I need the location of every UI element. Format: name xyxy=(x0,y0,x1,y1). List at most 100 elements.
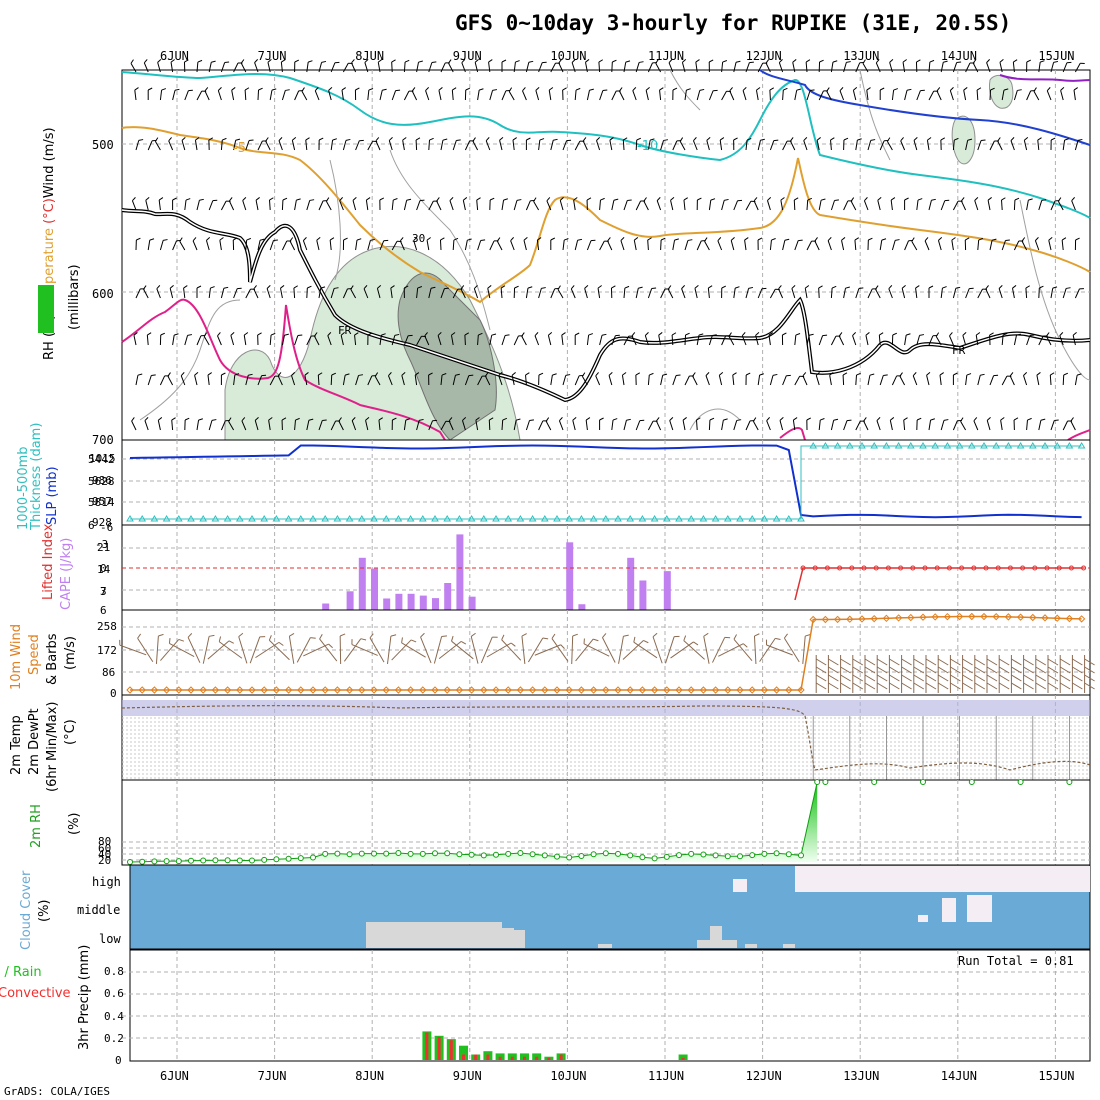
wind-marker xyxy=(321,686,329,694)
li-label: Lifted Index xyxy=(41,523,56,600)
wind-barb xyxy=(877,197,882,211)
wind-barb xyxy=(875,59,881,73)
thickness-marker xyxy=(955,442,964,449)
wind-barb xyxy=(766,196,772,211)
wind-barb xyxy=(157,417,163,431)
wind-marker xyxy=(748,686,756,694)
wind-barb xyxy=(900,137,906,151)
wind-barb xyxy=(1013,89,1022,101)
wind-barb xyxy=(1009,372,1015,386)
surface-barb xyxy=(303,643,333,657)
rh-marker xyxy=(163,858,170,865)
wind-barb xyxy=(146,332,152,346)
thickness-marker xyxy=(223,515,232,522)
wind-barb xyxy=(911,237,918,251)
thickness-marker xyxy=(833,442,842,449)
wind-barb xyxy=(157,58,162,73)
surface-barb xyxy=(601,633,616,663)
surface-barb xyxy=(864,655,876,693)
wind-barb xyxy=(830,418,839,431)
rh-marker xyxy=(615,850,621,857)
thickness-marker xyxy=(626,515,635,522)
wind-barb xyxy=(830,285,837,299)
wind-barb xyxy=(635,286,643,299)
cloud-mid-block-2 xyxy=(967,895,992,922)
surface-barb xyxy=(652,632,663,664)
wind-barb xyxy=(487,285,492,299)
wind-barb xyxy=(557,285,564,299)
precip-tick-0.8: 0.8 xyxy=(104,965,124,978)
wind-barb xyxy=(512,137,517,151)
wind-barb xyxy=(791,284,796,299)
wind-barb xyxy=(562,139,572,151)
rh-marker xyxy=(737,853,743,860)
wind-barb xyxy=(475,417,480,431)
bottom-date-axis: 6JUN 7JUN 8JUN 9JUN 10JUN 11JUN 12JUN 13JUN 14JU… xyxy=(160,1069,1075,1083)
wind-barb xyxy=(377,59,383,73)
surface-barb xyxy=(386,634,397,664)
wind-barb xyxy=(305,137,310,151)
cape-bar xyxy=(432,598,439,610)
wind-barb xyxy=(525,137,531,150)
wind-barb xyxy=(1062,287,1071,299)
wind-barb xyxy=(231,87,236,101)
wind-barb xyxy=(196,418,203,431)
wind-barb xyxy=(1021,237,1028,251)
wind-barb xyxy=(513,285,519,299)
wind-barb xyxy=(681,285,686,299)
wind-barb xyxy=(351,59,357,73)
wind-barb xyxy=(974,196,979,211)
wind-barb xyxy=(484,372,491,386)
wind-barb xyxy=(143,285,149,299)
rh-tick-20: 20 xyxy=(98,854,111,867)
wind-barb xyxy=(314,332,320,346)
wind-barb xyxy=(1046,87,1052,101)
top-date-label: 14JUN xyxy=(941,49,977,63)
rh-marker xyxy=(310,854,316,861)
thickness-marker xyxy=(1077,442,1086,449)
gray-contour-2 xyxy=(329,159,341,281)
cape-bar xyxy=(566,542,574,610)
wind-barb xyxy=(850,197,857,211)
rh-marker xyxy=(785,851,792,858)
wind-barb xyxy=(184,417,190,431)
wind-barb xyxy=(135,237,141,251)
thick-label-2: Thickness (dam) xyxy=(29,423,44,531)
rh-marker xyxy=(383,850,390,857)
wind-marker xyxy=(358,686,366,694)
wind-barb xyxy=(672,87,678,101)
wind-barb xyxy=(904,333,911,346)
rh-label-swatch xyxy=(38,285,54,333)
thickness-marker xyxy=(187,515,195,522)
wind-barb xyxy=(718,372,724,386)
wind-barb xyxy=(913,136,918,151)
wind-barb xyxy=(147,374,156,386)
slp-tick-957: 957 xyxy=(92,495,112,508)
wind-barb xyxy=(998,284,1003,299)
wind-barb xyxy=(192,237,198,251)
wind-barb xyxy=(131,417,137,431)
surface-barb xyxy=(521,633,527,664)
wind-marker xyxy=(919,613,927,621)
rh-marker xyxy=(407,850,414,857)
wind-barb xyxy=(684,239,693,251)
wind-barb xyxy=(330,287,339,299)
wind-barb xyxy=(379,333,386,346)
wind-barb xyxy=(586,239,596,251)
cloud-low-block-8 xyxy=(783,944,795,948)
surface-barb xyxy=(339,633,346,665)
slp-tick-986: 986 xyxy=(92,474,112,487)
thickness-marker xyxy=(723,515,732,522)
thickness-marker xyxy=(614,515,622,522)
surface-barb xyxy=(575,638,599,662)
wind-barb xyxy=(391,89,401,101)
temp-magenta-line xyxy=(121,298,446,441)
wind-marker xyxy=(724,686,732,694)
wind-marker xyxy=(602,686,610,694)
wind-barb xyxy=(546,197,552,211)
cape-tick-14: 14 xyxy=(97,563,111,576)
rh-marker xyxy=(920,779,926,785)
wind-barb xyxy=(219,237,224,251)
wind-barb xyxy=(204,87,210,101)
wind-marker xyxy=(284,686,293,694)
